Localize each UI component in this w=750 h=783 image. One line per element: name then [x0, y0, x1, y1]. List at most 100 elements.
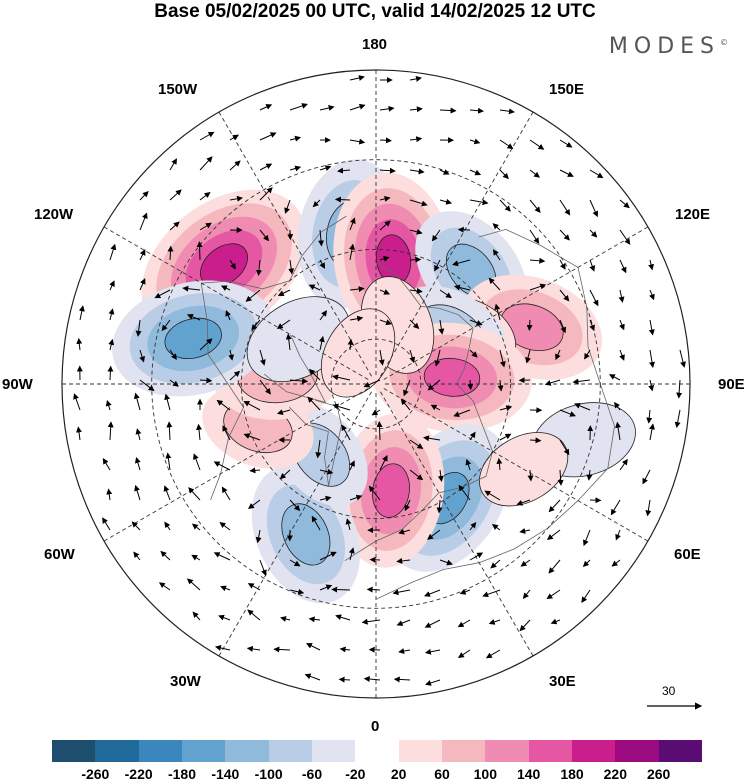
wind-vector	[409, 469, 424, 481]
wind-vector	[497, 379, 504, 392]
wind-vector	[102, 517, 111, 531]
lon-label-150w: 150W	[158, 81, 198, 98]
wind-vector	[220, 585, 231, 592]
wind-vector	[169, 189, 182, 201]
wind-vector	[458, 484, 471, 501]
wind-vector	[139, 212, 148, 231]
wind-vector	[403, 379, 411, 397]
meridian-line	[214, 391, 372, 664]
wind-vector	[163, 485, 171, 501]
lon-label-150e: 150E	[549, 81, 585, 98]
wind-vector	[379, 105, 395, 112]
wind-vector	[519, 619, 531, 632]
wind-vector	[642, 469, 651, 485]
colorbar-tick-label: 60	[434, 766, 450, 782]
wind-vector	[216, 399, 231, 411]
wind-vector	[306, 643, 321, 651]
wind-vector	[457, 619, 471, 628]
wind-vector	[649, 423, 655, 441]
wind-vector	[485, 649, 501, 659]
colorbar-ticks: -260 -220 -180 -140 -100 -60 -20 20 60 100 140 180 2…	[0, 766, 750, 783]
wind-vector	[243, 433, 261, 441]
wind-vectors	[73, 75, 686, 686]
wind-vector	[199, 156, 213, 171]
wind-vector	[319, 584, 333, 591]
wind-vector	[469, 349, 478, 358]
map-border	[61, 69, 691, 699]
wind-vector	[139, 190, 149, 201]
lon-label-120e: 120E	[675, 206, 711, 223]
wind-vector	[191, 523, 201, 531]
wind-vector	[379, 137, 392, 144]
wind-vector	[135, 428, 142, 441]
wind-vector	[499, 199, 511, 212]
wind-vector	[229, 134, 239, 141]
wind-vector	[379, 220, 391, 231]
wind-vector	[457, 649, 471, 658]
wind-vector	[648, 259, 654, 271]
wind-vector	[196, 241, 203, 261]
wind-vector	[259, 104, 273, 111]
wind-vector	[361, 618, 381, 625]
wind-vector	[555, 349, 561, 361]
lon-label-120w: 120W	[34, 206, 74, 223]
wind-vector	[529, 257, 546, 264]
wind-vector	[154, 289, 171, 299]
wind-vector	[188, 487, 201, 501]
wind-vector	[398, 648, 411, 655]
wind-vector	[349, 315, 364, 322]
wind-vector	[529, 139, 545, 150]
wind-vector	[469, 107, 484, 114]
wind-vector	[379, 319, 393, 326]
wind-vector	[378, 349, 385, 366]
wind-vector	[280, 616, 291, 622]
wind-vector	[259, 187, 273, 201]
wind-vector	[199, 377, 213, 384]
wind-vector	[436, 499, 443, 514]
lon-label-60e: 60E	[674, 546, 701, 563]
wind-vector	[676, 379, 683, 399]
coastlines	[200, 215, 615, 600]
wind-vector	[434, 349, 441, 367]
colorbar-segment	[528, 740, 572, 762]
wind-vector	[583, 529, 591, 547]
wind-vector	[404, 499, 411, 512]
colorbar-tick-label: 20	[390, 766, 407, 782]
wind-vector	[557, 469, 564, 486]
brand-name: MODES	[608, 34, 720, 59]
wind-vector	[247, 583, 261, 591]
wind-vector	[193, 453, 201, 471]
wind-vector	[409, 75, 423, 82]
wind-vector	[134, 456, 141, 471]
wind-vector	[409, 287, 423, 294]
wind-vector	[319, 105, 335, 111]
wind-vector	[319, 495, 332, 502]
wind-vector	[308, 616, 321, 623]
wind-vector	[341, 424, 351, 441]
colorbar-segment	[225, 740, 269, 762]
wind-vector	[334, 196, 351, 203]
colorbar-tick-label: 220	[603, 766, 628, 782]
wind-vector	[469, 431, 476, 441]
wind-vector	[674, 409, 681, 429]
wind-vector	[453, 284, 471, 291]
wind-vector	[106, 488, 113, 501]
wind-vector	[516, 499, 531, 506]
wind-vector	[363, 676, 381, 682]
latitude-circle	[240, 248, 512, 520]
colorbar-tick-label: 260	[646, 766, 671, 782]
wind-vector	[376, 421, 383, 441]
wind-vector	[366, 586, 381, 593]
wind-vector	[199, 338, 213, 351]
lon-label-90e: 90E	[718, 376, 745, 393]
wind-vector	[337, 167, 351, 174]
wind-vector	[288, 259, 295, 275]
wind-vector	[371, 409, 381, 416]
wind-vector	[246, 645, 261, 652]
wind-vector	[308, 368, 321, 381]
wind-vector	[379, 255, 390, 262]
wind-vector	[589, 199, 599, 218]
wind-vector	[191, 554, 201, 561]
wind-vector	[611, 559, 621, 567]
wind-vector	[499, 405, 513, 412]
